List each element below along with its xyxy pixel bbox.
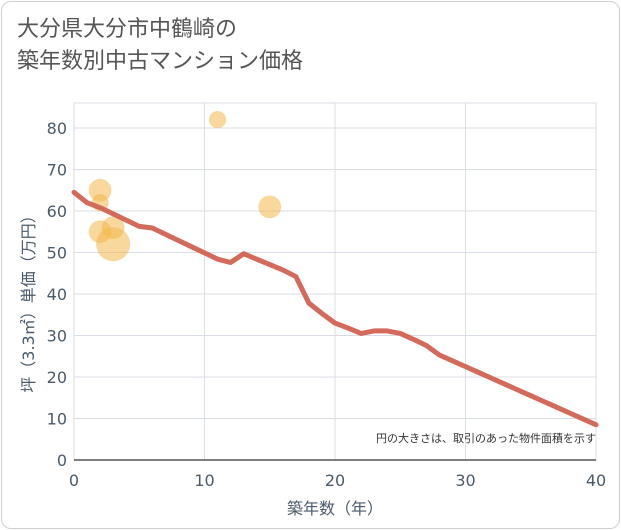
bubble-point bbox=[208, 111, 227, 129]
x-tick-label: 0 bbox=[69, 471, 79, 490]
x-tick-label: 10 bbox=[194, 471, 214, 490]
bubble-point bbox=[96, 227, 131, 262]
x-axis-label: 築年数（年） bbox=[287, 499, 383, 518]
y-tick-label: 50 bbox=[47, 244, 67, 263]
y-tick-label: 0 bbox=[57, 451, 67, 470]
y-tick-label: 70 bbox=[47, 161, 67, 180]
x-tick-label: 20 bbox=[325, 471, 345, 490]
grid-lines bbox=[73, 103, 597, 461]
y-tick-label: 60 bbox=[47, 202, 67, 221]
bubble-point bbox=[88, 178, 112, 202]
chart-title-line1: 大分県大分市中鶴崎の bbox=[17, 17, 238, 42]
y-tick-label: 30 bbox=[47, 327, 67, 346]
x-tick-label: 40 bbox=[586, 471, 606, 490]
trend-series bbox=[71, 189, 599, 428]
y-axis-ticks: 0 10 20 30 40 50 60 70 80 bbox=[47, 119, 67, 470]
size-note: 円の大きさは、取引のあった物件面積を示す bbox=[376, 431, 596, 445]
y-tick-label: 40 bbox=[47, 285, 67, 304]
y-tick-label: 20 bbox=[47, 368, 67, 387]
trend-line bbox=[71, 189, 599, 428]
chart-title-line2: 築年数別中古マンション価格 bbox=[17, 49, 304, 74]
chart-title: 大分県大分市中鶴崎の 築年数別中古マンション価格 bbox=[17, 14, 303, 78]
y-tick-label: 10 bbox=[47, 410, 67, 429]
y-axis-label: 坪（3.3㎡）単価（万円） bbox=[19, 207, 38, 392]
y-tick-label: 80 bbox=[47, 119, 67, 138]
x-axis-ticks: 0 10 20 30 40 bbox=[69, 471, 606, 490]
bubble-point bbox=[258, 195, 282, 219]
x-tick-label: 30 bbox=[455, 471, 475, 490]
bubble-series bbox=[88, 111, 282, 262]
